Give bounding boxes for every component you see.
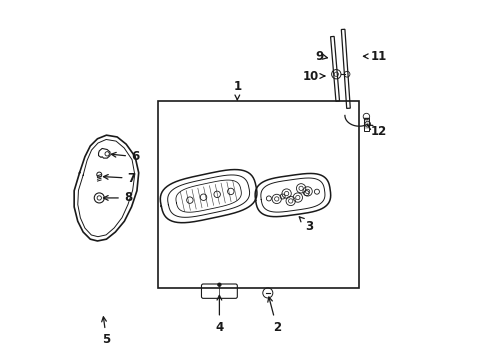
Text: 10: 10 xyxy=(302,69,324,82)
Text: 5: 5 xyxy=(102,317,110,346)
Circle shape xyxy=(217,283,221,287)
Bar xyxy=(363,118,368,131)
Text: 11: 11 xyxy=(363,50,386,63)
Text: 3: 3 xyxy=(299,217,312,233)
Text: 4: 4 xyxy=(215,295,223,333)
Text: 2: 2 xyxy=(267,297,280,333)
Text: 12: 12 xyxy=(367,125,386,138)
Bar xyxy=(158,101,359,288)
Text: 8: 8 xyxy=(103,192,132,204)
Text: 9: 9 xyxy=(315,50,327,63)
Text: 6: 6 xyxy=(111,150,139,163)
Text: 1: 1 xyxy=(233,80,241,100)
Text: 7: 7 xyxy=(103,172,135,185)
